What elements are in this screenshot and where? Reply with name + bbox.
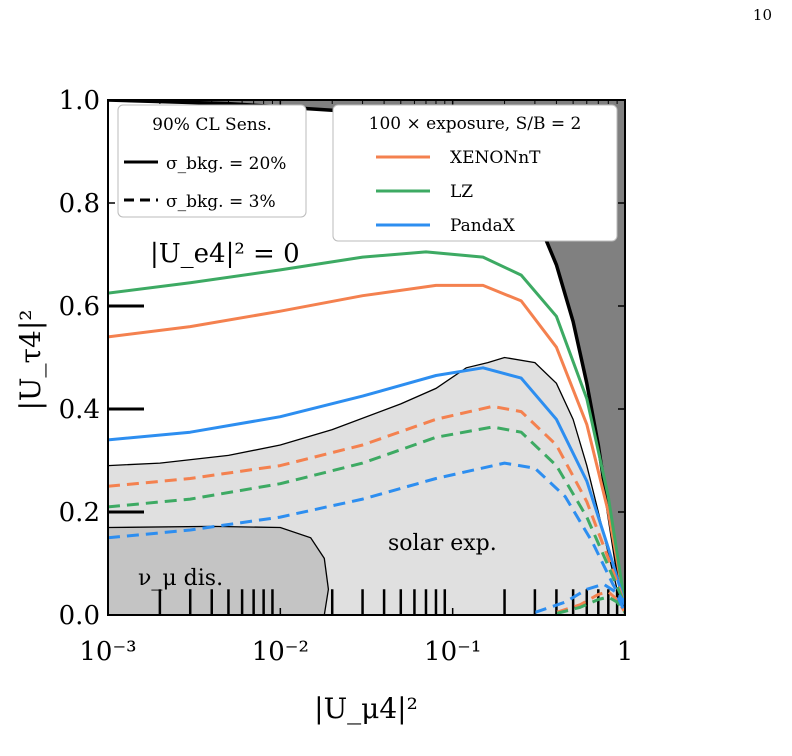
series-xenonnt-solid — [108, 283, 625, 605]
y-tick-label: 0.8 — [59, 189, 100, 219]
solar-annotation: solar exp. — [388, 531, 497, 556]
legend-right-label: PandaX — [450, 216, 516, 236]
plot-frame — [107, 99, 626, 616]
page-number: 10 — [752, 6, 772, 24]
y-tick-label: 0.4 — [59, 395, 100, 425]
x-tick-label: 10⁻³ — [79, 637, 136, 667]
y-axis-label: |U_τ4|² — [14, 310, 47, 411]
legend-left-box — [117, 104, 307, 218]
x-tick-label: 10⁻¹ — [424, 637, 481, 667]
series-lz-dashed — [108, 425, 625, 606]
series-pandax-solid — [108, 366, 625, 606]
x-tick-label: 10⁻² — [252, 637, 309, 667]
series-pandax-dashed — [534, 582, 625, 614]
legend-right-label: XENONnT — [450, 148, 541, 168]
y-tick-label: 0.6 — [59, 292, 100, 322]
legend-left-title: 90% CL Sens. — [152, 115, 272, 135]
legend-right-title: 100 × exposure, S/B = 2 — [369, 114, 582, 134]
x-tick-label: 1 — [617, 637, 634, 667]
y-tick-label: 1.0 — [59, 86, 100, 116]
series-xenonnt-dashed — [555, 590, 625, 614]
series-xenonnt-dashed — [108, 404, 625, 606]
x-axis-label: |U_μ4|² — [314, 692, 418, 725]
legend-left-label: σ_bkg. = 3% — [166, 192, 276, 212]
series-lz-dashed — [556, 595, 625, 615]
ue4-annotation: |U_e4|² = 0 — [150, 239, 300, 269]
legend-left-label: σ_bkg. = 20% — [166, 154, 286, 174]
series-pandax-dashed — [108, 461, 625, 606]
series-lz-solid — [108, 250, 625, 605]
y-tick-label: 0.0 — [59, 601, 100, 631]
legend-right-box — [332, 104, 618, 242]
numu-annotation: ν_μ dis. — [138, 566, 223, 591]
y-tick-label: 0.2 — [59, 498, 100, 528]
legend-right-label: LZ — [450, 182, 473, 202]
